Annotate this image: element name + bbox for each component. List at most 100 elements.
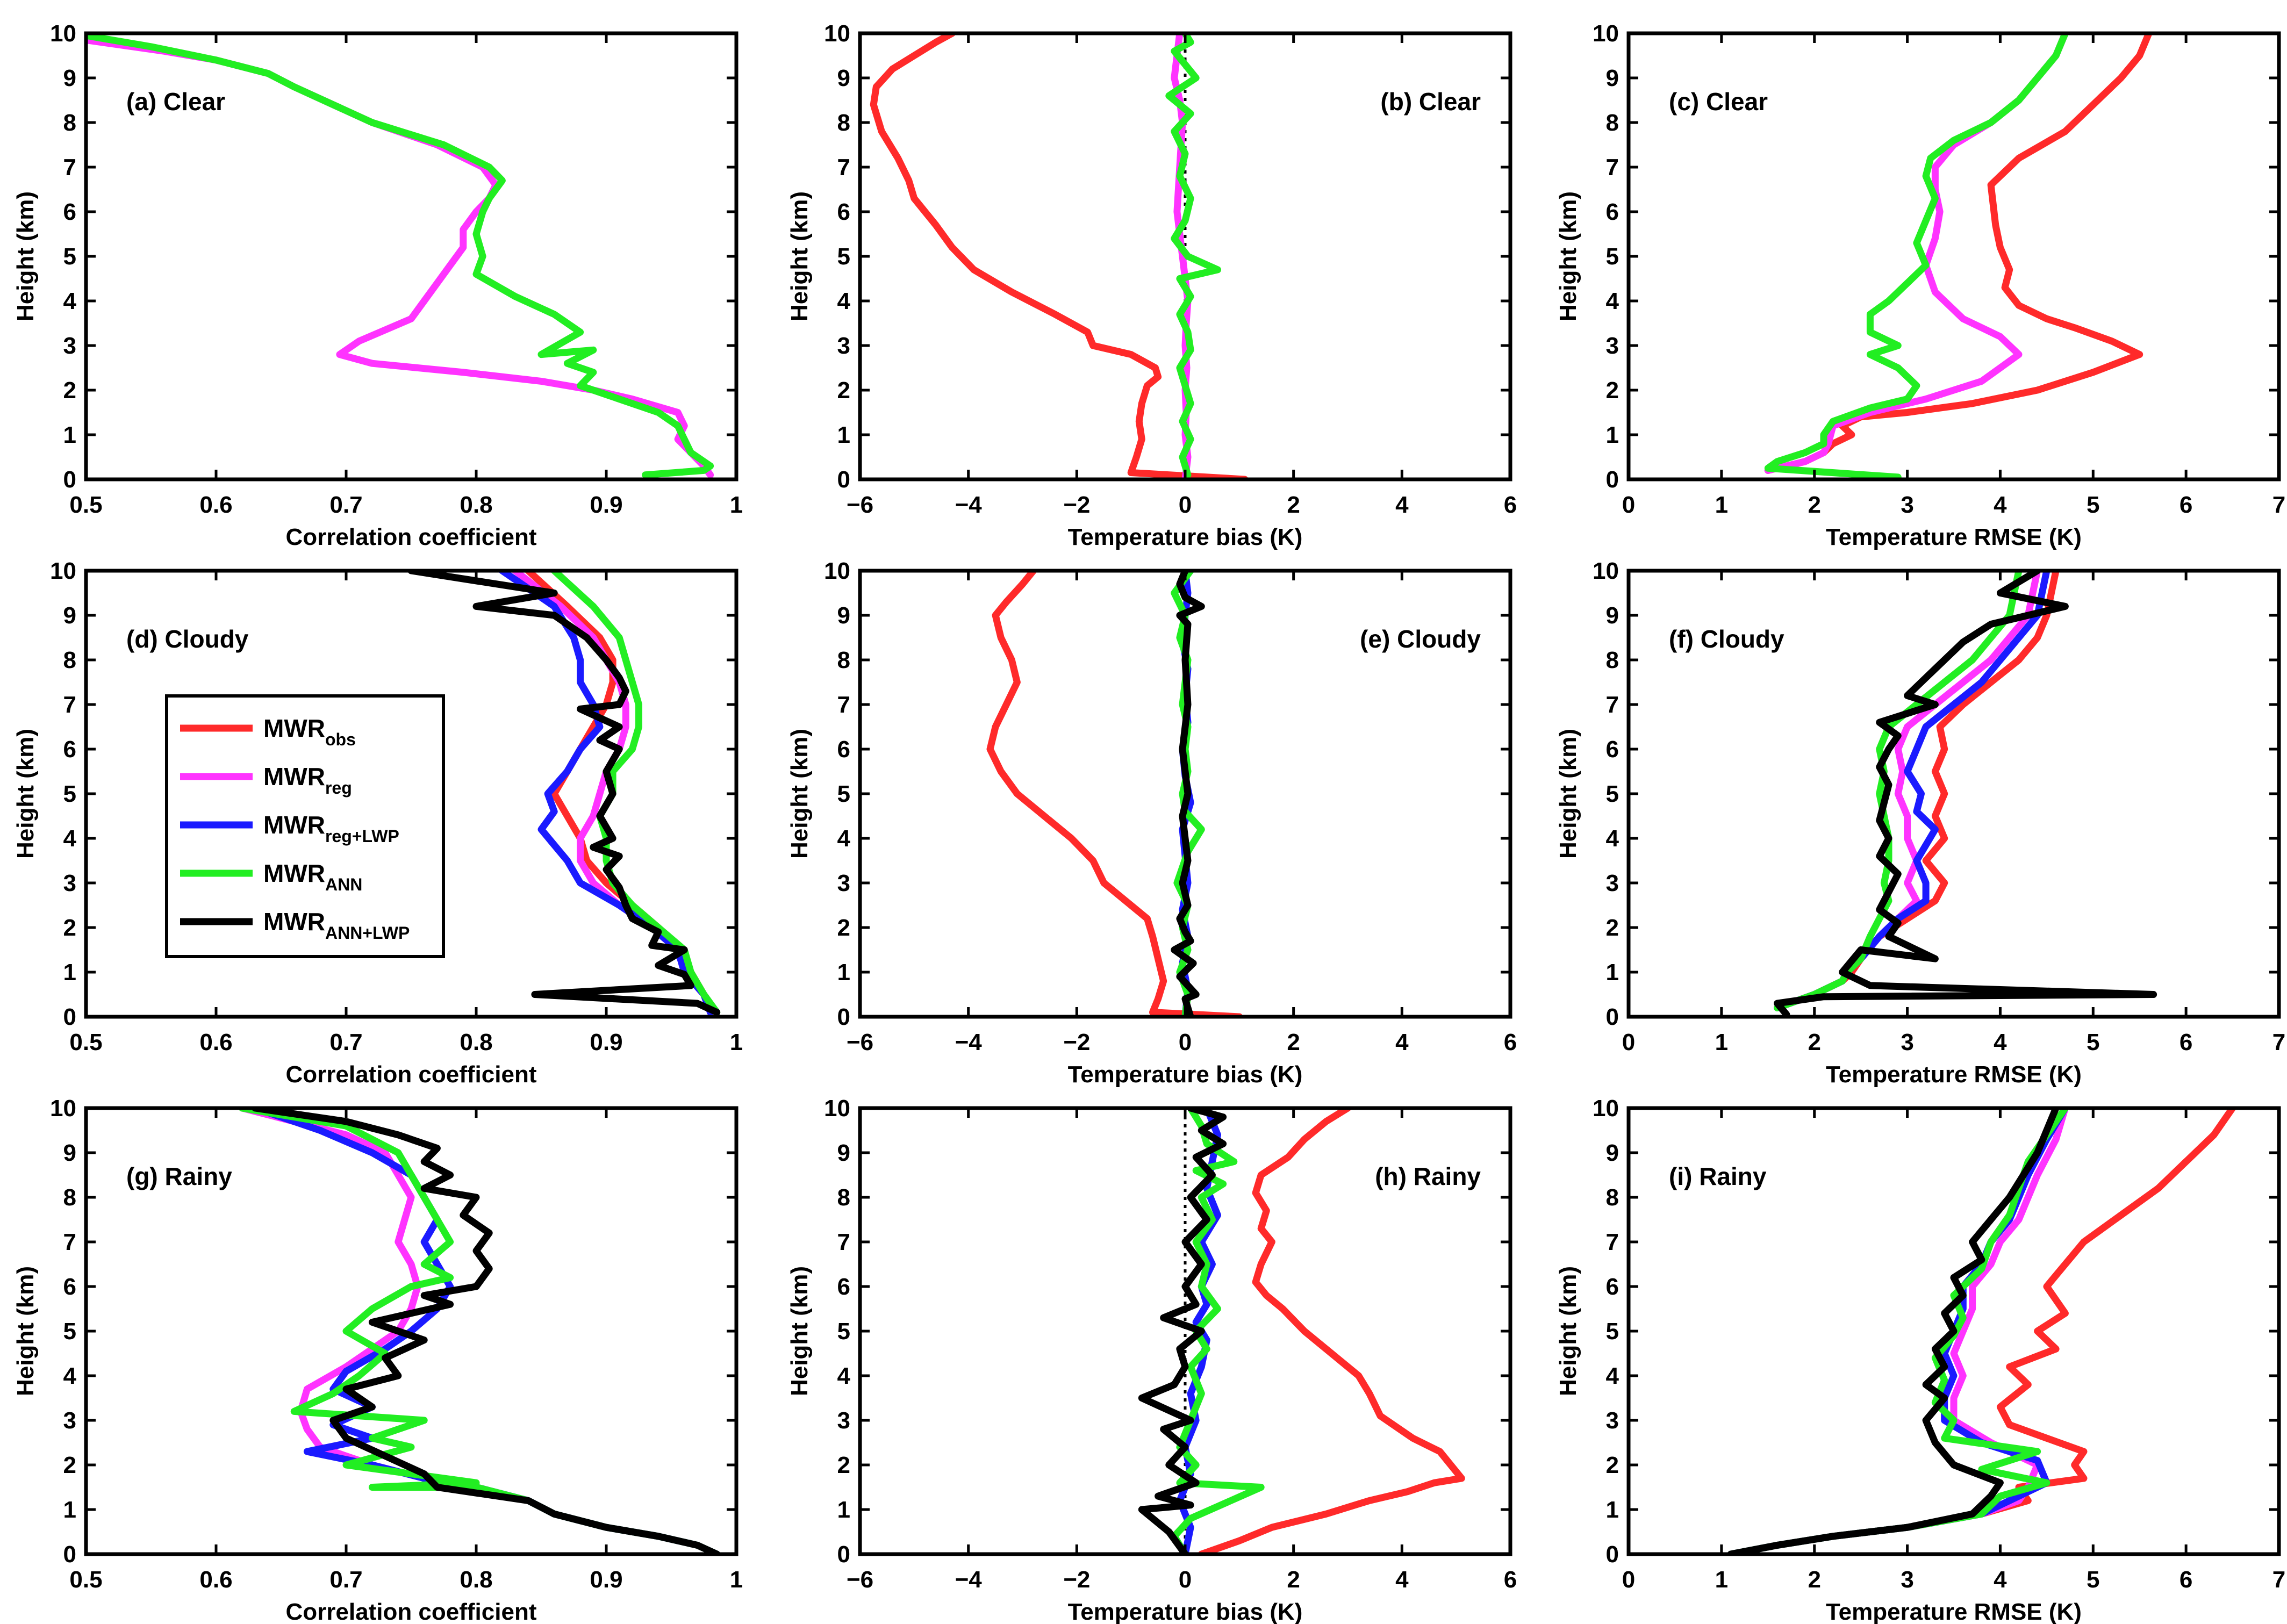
series-line-MWRANN+LWP — [407, 571, 721, 1016]
x-tick-label: 7 — [2272, 492, 2285, 518]
y-tick-label: 1 — [837, 1497, 850, 1523]
x-tick-label: 3 — [1901, 1029, 1913, 1055]
x-axis-label: Correlation coefficient — [286, 524, 537, 550]
y-tick-label: 6 — [837, 736, 850, 763]
y-tick-label: 0 — [63, 466, 76, 493]
x-tick-label: −2 — [1063, 1029, 1090, 1055]
y-tick-label: 3 — [1606, 870, 1619, 896]
y-tick-label: 8 — [837, 1184, 850, 1211]
y-tick-label: 7 — [63, 692, 76, 718]
y-tick-label: 6 — [837, 199, 850, 225]
x-tick-label: 0.5 — [69, 492, 102, 518]
y-tick-label: 10 — [824, 558, 850, 584]
x-tick-label: 2 — [1287, 492, 1300, 518]
x-axis-label: Temperature RMSE (K) — [1826, 1599, 2082, 1624]
y-tick-label: 4 — [1606, 288, 1619, 314]
y-axis-label: Height (km) — [1555, 729, 1581, 859]
y-tick-label: 10 — [1593, 558, 1619, 584]
x-axis-label: Temperature RMSE (K) — [1826, 524, 2082, 550]
x-tick-label: 0.6 — [199, 492, 232, 518]
panel-title: (h) Rainy — [1375, 1162, 1481, 1190]
y-tick-label: 3 — [63, 1407, 76, 1434]
x-tick-label: 5 — [2087, 1029, 2099, 1055]
x-tick-label: −4 — [955, 1029, 983, 1055]
y-tick-label: 9 — [63, 602, 76, 629]
y-tick-label: 10 — [1593, 20, 1619, 47]
y-tick-label: 9 — [63, 65, 76, 91]
panel-g: 0.5 0.6 0.7 0.8 0.9 1012345678910Correlation … — [12, 1095, 743, 1624]
y-tick-label: 2 — [837, 915, 850, 941]
x-tick-label: 0 — [1622, 492, 1635, 518]
panel-title: (b) Clear — [1380, 88, 1481, 116]
x-tick-label: 0 — [1179, 492, 1192, 518]
y-tick-label: 10 — [824, 1095, 850, 1122]
y-tick-label: 6 — [63, 1274, 76, 1300]
legend-label: MWRANN+LWP — [263, 908, 410, 943]
x-tick-label: 2 — [1808, 1029, 1820, 1055]
y-tick-label: 9 — [1606, 65, 1619, 91]
x-tick-label: −4 — [955, 1566, 983, 1593]
y-tick-label: 4 — [1606, 825, 1619, 852]
panel-title: (i) Rainy — [1669, 1162, 1767, 1190]
y-tick-label: 6 — [1606, 199, 1619, 225]
panel-e: −6 −4 −2 0 2 4 6 0 1 2 3 4 5 6 7 8 9 10 Temperature bias (… — [786, 558, 1517, 1088]
y-tick-label: 9 — [837, 602, 850, 629]
panel-title: (g) Rainy — [126, 1162, 232, 1190]
x-tick-label: 2 — [1808, 492, 1820, 518]
y-tick-label: 6 — [63, 736, 76, 763]
y-tick-label: 6 — [63, 199, 76, 225]
y-tick-label: 0 — [837, 1541, 850, 1568]
series-group — [1727, 1108, 2236, 1554]
x-tick-label: 0.5 — [69, 1029, 102, 1055]
y-tick-label: 9 — [1606, 602, 1619, 629]
x-axis-label: Temperature bias (K) — [1068, 524, 1303, 550]
y-tick-label: 8 — [63, 1184, 76, 1211]
y-tick-label: 1 — [63, 422, 76, 448]
y-tick-label: 3 — [63, 870, 76, 896]
y-tick-label: 0 — [1606, 1004, 1619, 1030]
series-line-MWRobs — [870, 33, 1249, 479]
y-tick-label: 7 — [837, 1229, 850, 1255]
panel-c: 0 1 2 3 4 5 6 7 0 1 2 3 4 5 6 7 8 9 10 Temperature RMSE (K)… — [1555, 20, 2285, 550]
x-tick-label: 0.7 — [329, 492, 362, 518]
x-tick-label: 6 — [1504, 492, 1517, 518]
x-axis-label: Temperature bias (K) — [1068, 1061, 1303, 1088]
x-tick-label: 4 — [1395, 1566, 1409, 1593]
y-tick-label: 5 — [63, 1318, 76, 1345]
series-line-MWRANN — [86, 33, 714, 479]
y-tick-label: 3 — [63, 333, 76, 359]
x-tick-label: 7 — [2272, 1566, 2285, 1593]
series-line-MWRANN+LWP — [1171, 571, 1205, 1017]
y-tick-label: 2 — [837, 1452, 850, 1478]
x-tick-label: 1 — [730, 1029, 743, 1055]
x-tick-label: 0.6 — [199, 1566, 232, 1593]
y-tick-label: 5 — [63, 781, 76, 807]
series-line-MWRANN — [1165, 33, 1221, 479]
x-tick-label: −6 — [847, 1566, 873, 1593]
y-tick-label: 10 — [824, 20, 850, 47]
y-tick-label: 5 — [1606, 1318, 1619, 1345]
series-group — [1774, 571, 2157, 1017]
y-tick-label: 8 — [837, 110, 850, 136]
x-tick-label: 0.9 — [590, 1566, 622, 1593]
x-tick-label: 0.9 — [590, 492, 622, 518]
x-tick-label: 6 — [2180, 492, 2192, 518]
series-line-MWRobs — [986, 571, 1243, 1017]
x-tick-label: 3 — [1901, 1566, 1913, 1593]
y-tick-label: 6 — [837, 1274, 850, 1300]
y-tick-label: 1 — [1606, 1497, 1619, 1523]
x-tick-label: 0 — [1179, 1029, 1192, 1055]
x-axis-label: Correlation coefficient — [286, 1599, 537, 1624]
y-tick-label: 3 — [1606, 333, 1619, 359]
x-axis-label: Correlation coefficient — [286, 1061, 537, 1088]
y-tick-label: 2 — [1606, 915, 1619, 941]
y-axis-label: Height (km) — [786, 1266, 813, 1396]
x-tick-label: 4 — [1395, 1029, 1409, 1055]
y-tick-label: 3 — [837, 870, 850, 896]
y-tick-label: 1 — [1606, 959, 1619, 986]
x-axis-label: Temperature RMSE (K) — [1826, 1061, 2082, 1088]
x-tick-label: 0 — [1179, 1566, 1192, 1593]
panel-i: 0 1 2 3 4 5 6 7 0 1 2 3 4 5 6 7 8 9 10 Temperature RMSE (K)… — [1555, 1095, 2285, 1624]
x-tick-label: 0.8 — [460, 1029, 492, 1055]
y-tick-label: 5 — [63, 243, 76, 270]
